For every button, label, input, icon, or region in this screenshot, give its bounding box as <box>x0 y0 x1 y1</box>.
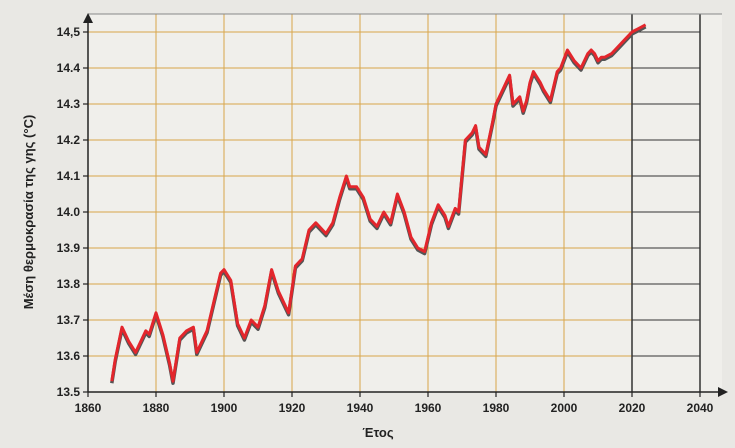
x-tick-label: 2000 <box>551 401 578 415</box>
x-tick-label: 1860 <box>75 401 102 415</box>
x-tick-label: 1880 <box>143 401 170 415</box>
y-tick-label: 14.0 <box>57 205 81 219</box>
y-tick-label: 13.5 <box>57 385 81 399</box>
x-tick-label: 1980 <box>483 401 510 415</box>
data-series <box>110 23 647 385</box>
x-tick-label: 2040 <box>687 401 714 415</box>
y-axis-title: Μέση θερμοκρασία της γης (°C) <box>21 115 36 310</box>
y-axis-arrow <box>83 13 93 23</box>
y-tick-label: 14.3 <box>57 97 81 111</box>
y-tick-label: 13.8 <box>57 277 81 291</box>
x-tick-label: 1900 <box>211 401 238 415</box>
x-axis-title: Έτος <box>362 425 393 440</box>
y-tick-label: 14,5 <box>57 25 81 39</box>
y-tick-label: 14.2 <box>57 133 81 147</box>
x-axis-arrow <box>718 387 728 397</box>
series-line <box>110 23 647 383</box>
x-tick-label: 1960 <box>415 401 442 415</box>
x-tick-label: 1940 <box>347 401 374 415</box>
grid-lines <box>88 14 701 392</box>
y-tick-label: 14.1 <box>57 169 81 183</box>
y-tick-label: 13.6 <box>57 349 81 363</box>
axes <box>83 13 728 397</box>
y-tick-label: 13.9 <box>57 241 81 255</box>
y-tick-label: 13.7 <box>57 313 81 327</box>
y-tick-label: 14.4 <box>57 61 81 75</box>
x-tick-label: 2020 <box>619 401 646 415</box>
tick-labels: 13.5 13.6 13.7 13.8 13.9 14.0 14.1 14.2 14.3 14.4… <box>57 25 714 415</box>
x-tick-label: 1920 <box>279 401 306 415</box>
